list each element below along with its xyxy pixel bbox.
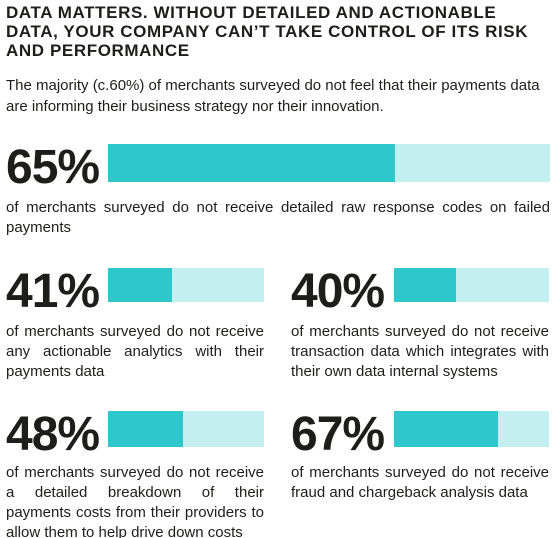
stat-description: of merchants surveyed do not receive any… bbox=[6, 323, 264, 380]
stat-percentage: 41% bbox=[6, 265, 100, 318]
stat-description: of merchants surveyed do not receive fra… bbox=[291, 464, 549, 501]
progress-bar bbox=[394, 268, 549, 302]
progress-bar-fill bbox=[108, 411, 183, 447]
stat-percentage: 48% bbox=[6, 408, 100, 461]
progress-bar-fill bbox=[394, 268, 456, 302]
stat-description: of merchants surveyed do not receive tra… bbox=[291, 323, 549, 380]
progress-bar-fill bbox=[108, 268, 172, 302]
stat-description: of merchants surveyed do not receive det… bbox=[6, 199, 550, 236]
progress-bar bbox=[394, 411, 549, 447]
headline: DATA MATTERS. WITHOUT DETAILED AND ACTIO… bbox=[6, 3, 529, 60]
intro-text: The majority (c.60%) of merchants survey… bbox=[6, 77, 540, 115]
progress-bar-fill bbox=[108, 144, 396, 182]
stat-percentage: 40% bbox=[291, 265, 385, 318]
stat-cost-breakdown: 48% of merchants surveyed do not receive… bbox=[6, 411, 264, 538]
progress-bar-fill bbox=[394, 411, 498, 447]
stat-description: of merchants surveyed do not receive a d… bbox=[6, 464, 264, 538]
stat-raw-response-codes: 65% of merchants surveyed do not receive… bbox=[6, 144, 550, 244]
stat-transaction-data-integration: 40% of merchants surveyed do not receive… bbox=[291, 268, 549, 388]
stat-actionable-analytics: 41% of merchants surveyed do not receive… bbox=[6, 268, 264, 388]
progress-bar bbox=[108, 268, 264, 302]
progress-bar bbox=[108, 144, 550, 182]
stat-percentage: 67% bbox=[291, 408, 385, 461]
stat-fraud-chargeback: 67% of merchants surveyed do not receive… bbox=[291, 411, 549, 538]
progress-bar bbox=[108, 411, 264, 447]
stat-percentage: 65% bbox=[6, 141, 100, 194]
